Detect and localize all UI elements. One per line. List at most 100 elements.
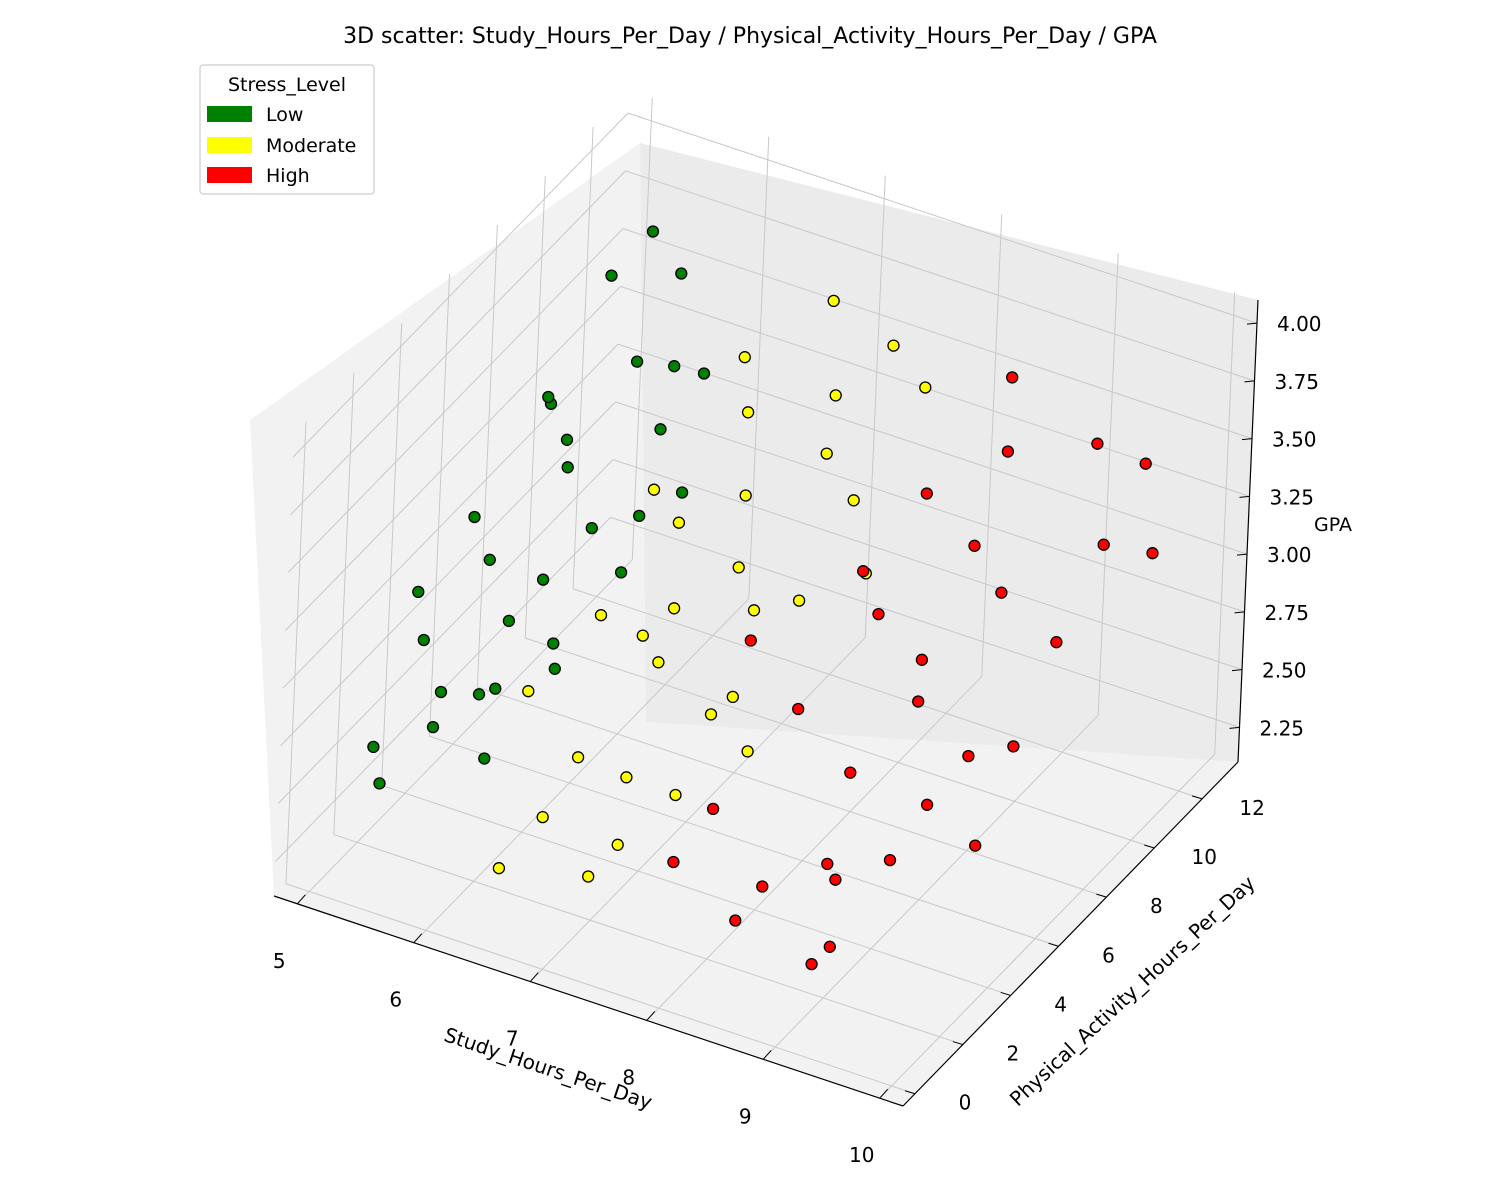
data-point-low: [675, 267, 688, 280]
y-tick-label: 6: [1102, 943, 1115, 967]
chart-title: 3D scatter: Study_Hours_Per_Day / Physic…: [343, 24, 1157, 49]
data-point-high: [920, 798, 934, 811]
data-point-moderate: [792, 594, 806, 607]
data-point-moderate: [732, 561, 745, 574]
legend-swatch-moderate: [207, 137, 252, 153]
data-point-high: [1007, 740, 1020, 753]
pane-back-left: [250, 143, 646, 896]
grid-line-z-left: [277, 459, 614, 804]
grid-line-x-back: [981, 214, 1003, 677]
data-point-moderate: [582, 870, 595, 883]
data-point-moderate: [571, 751, 585, 764]
x-tick-label: 5: [273, 949, 286, 973]
legend-frame: [199, 64, 375, 195]
data-point-high: [829, 873, 842, 886]
y-tick-mark: [1000, 991, 1011, 996]
axis-lines: [273, 299, 1259, 1107]
data-point-moderate: [820, 447, 833, 460]
data-point-low: [560, 433, 574, 446]
grid-line-x-floor: [413, 598, 750, 944]
data-point-moderate: [669, 788, 682, 802]
data-point-low: [412, 585, 425, 599]
grid-line-z-back: [612, 459, 1243, 671]
grid-line-x-back: [748, 136, 770, 599]
pane-back-right: [640, 143, 1258, 762]
z-tick-labels: 2.25 2.50 2.75 3.00 3.25 3.50 3.75 4.00: [1229, 312, 1322, 740]
data-point-moderate: [739, 489, 752, 502]
data-point-moderate: [652, 656, 665, 669]
grid-line-x-floor: [762, 714, 1099, 1060]
y-tick-label: 10: [1192, 845, 1217, 869]
data-point-moderate: [738, 351, 751, 364]
x-tick-mark: [413, 933, 423, 943]
data-point-moderate: [747, 604, 761, 617]
grid-line-z-left: [292, 112, 629, 458]
y-tick-mark: [1048, 942, 1059, 947]
grid-line-y-floor: [477, 686, 1107, 898]
data-point-high: [883, 853, 897, 867]
y-tick-label: 0: [959, 1091, 972, 1115]
data-point-high: [857, 565, 870, 578]
y-tick-mark: [1191, 795, 1203, 800]
data-point-high: [667, 855, 680, 869]
legend: Stress_Level Low Moderate High: [199, 64, 375, 195]
z-tick-mark: [1246, 322, 1258, 325]
data-point-high: [995, 586, 1008, 599]
x-tick-labels: 5 6 7 8 9 10: [273, 894, 889, 1167]
data-point-low: [668, 360, 681, 373]
y-tick-mark: [904, 1090, 916, 1095]
grid-line-y-wall: [429, 274, 451, 737]
z-tick-label: 3.75: [1275, 370, 1320, 394]
data-point-low: [646, 225, 660, 238]
data-point-low: [426, 720, 440, 734]
data-point-low: [561, 461, 574, 474]
legend-title: Stress_Level: [228, 74, 346, 96]
grid-line-y-wall: [572, 126, 594, 589]
y-tick-labels: 0 2 4 6 8 10 12: [904, 795, 1265, 1115]
data-point-low: [367, 740, 380, 754]
data-point-moderate: [704, 708, 718, 721]
data-point-high: [805, 957, 818, 971]
grid-line-x-floor: [879, 753, 1216, 1099]
data-point-moderate: [726, 690, 739, 704]
grid-line-z-back: [625, 170, 1255, 382]
grid-line-x-floor: [529, 637, 866, 982]
z-tick-label: 2.25: [1260, 716, 1305, 740]
grid-line-z-left: [287, 228, 624, 573]
z-tick-mark: [1239, 495, 1250, 498]
y-tick-mark: [1144, 844, 1155, 849]
grid-line-z-left: [290, 170, 626, 516]
grid-line-y-floor: [333, 834, 963, 1046]
grid-line-x-back: [1214, 292, 1236, 755]
grid-line-z-back: [615, 401, 1245, 613]
data-point-moderate: [492, 862, 506, 875]
y-tick-label: 2: [1006, 1042, 1019, 1066]
data-point-low: [483, 553, 496, 566]
legend-swatch-low: [207, 106, 252, 122]
data-point-high: [821, 857, 834, 871]
data-point-moderate: [667, 602, 681, 615]
x-tick-label: 10: [849, 1143, 874, 1167]
data-point-high: [1001, 445, 1015, 458]
data-point-moderate: [611, 838, 624, 851]
data-point-high: [915, 653, 929, 666]
grid-line-y-floor: [429, 735, 1059, 947]
data-point-low: [468, 510, 481, 524]
data-point-high: [912, 695, 925, 708]
data-point-moderate: [741, 406, 755, 419]
data-point-high: [920, 487, 933, 500]
pane-floor: [274, 722, 1238, 1106]
x-tick-mark: [879, 1088, 889, 1099]
data-point-moderate: [741, 745, 754, 758]
data-point-high: [962, 749, 975, 763]
data-point-high: [756, 880, 769, 893]
grid-line-x-floor: [296, 559, 633, 905]
data-point-low: [605, 269, 618, 282]
data-point-high: [1050, 636, 1063, 649]
data-point-low: [547, 637, 560, 650]
grid-line-z-back: [610, 516, 1240, 728]
data-point-low: [478, 752, 491, 765]
grid-line-z-left: [282, 343, 619, 689]
data-point-low: [542, 390, 555, 404]
